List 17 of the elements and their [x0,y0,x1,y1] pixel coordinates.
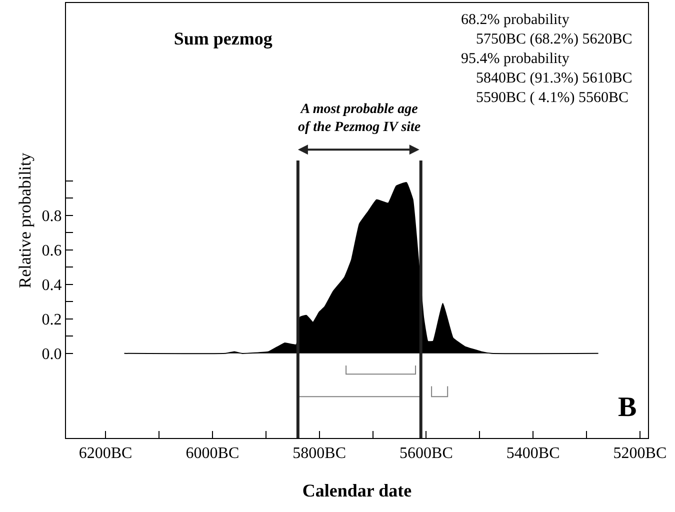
x-tick-label: 5800BC [292,445,346,462]
y-tick-label: 0.4 [42,276,62,294]
x-tick-label: 5600BC [400,445,453,462]
y-axis-title: Relative probability [15,152,34,288]
annotation: 68.2% probability 5750BC (68.2%) 5620BC 95.4% probability 5840BC (91.3%) 5610BC 5590BC ( 4.1%) 5560BC [461,12,632,106]
y-tick-label: 0.2 [42,311,62,328]
text: Sum pezmog [174,28,272,49]
annotation: B [618,392,637,423]
x-tick-label: 5200BC [613,445,667,462]
x-axis-title: Calendar date [302,480,412,500]
x-tick-label: 6200BC [78,445,132,462]
x-tick-label: 5400BC [506,445,560,462]
x-tick-label: 6000BC [186,445,240,462]
y-tick-label: 0.0 [42,346,62,364]
y-tick-label: 0.8 [42,208,62,225]
annotation: A most probable age of the Pezmog IV site [298,102,421,136]
y-tick-label: 0.6 [42,242,62,260]
